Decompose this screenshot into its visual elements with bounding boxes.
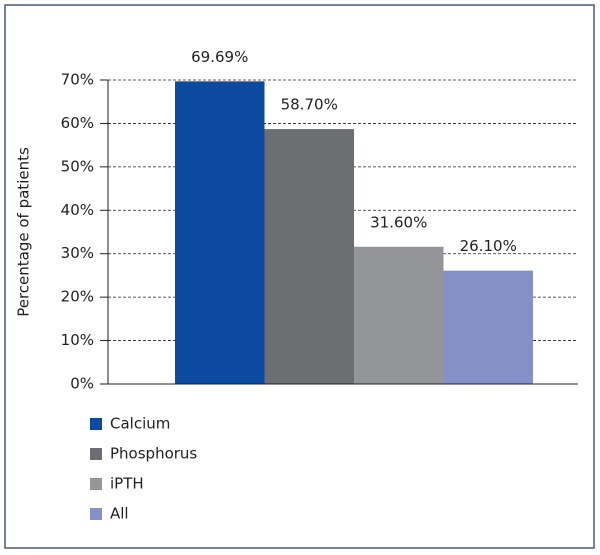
- bar: [264, 129, 354, 384]
- y-tick-label: 30%: [61, 244, 94, 262]
- legend-label: All: [110, 505, 129, 523]
- y-tick-label: 40%: [61, 201, 94, 219]
- legend-swatch: [90, 418, 102, 430]
- legend-label: Calcium: [110, 415, 170, 433]
- value-label: 31.60%: [370, 213, 427, 231]
- legend-swatch: [90, 508, 102, 520]
- bar: [175, 81, 265, 384]
- legend-swatch: [90, 448, 102, 460]
- y-tick-label: 10%: [61, 331, 94, 349]
- bar: [354, 246, 444, 384]
- bar: [443, 270, 533, 384]
- legend-label: iPTH: [110, 475, 144, 493]
- legend-swatch: [90, 478, 102, 490]
- y-tick-label: 0%: [70, 375, 94, 393]
- y-tick-label: 70%: [61, 71, 94, 89]
- y-tick-label: 50%: [61, 157, 94, 175]
- value-label: 58.70%: [281, 96, 338, 114]
- y-tick-label: 60%: [61, 114, 94, 132]
- y-tick-label: 20%: [61, 288, 94, 306]
- y-axis-label: Percentage of patients: [15, 147, 33, 317]
- value-label: 69.69%: [191, 48, 248, 66]
- value-label: 26.10%: [460, 237, 517, 255]
- legend-label: Phosphorus: [110, 445, 197, 463]
